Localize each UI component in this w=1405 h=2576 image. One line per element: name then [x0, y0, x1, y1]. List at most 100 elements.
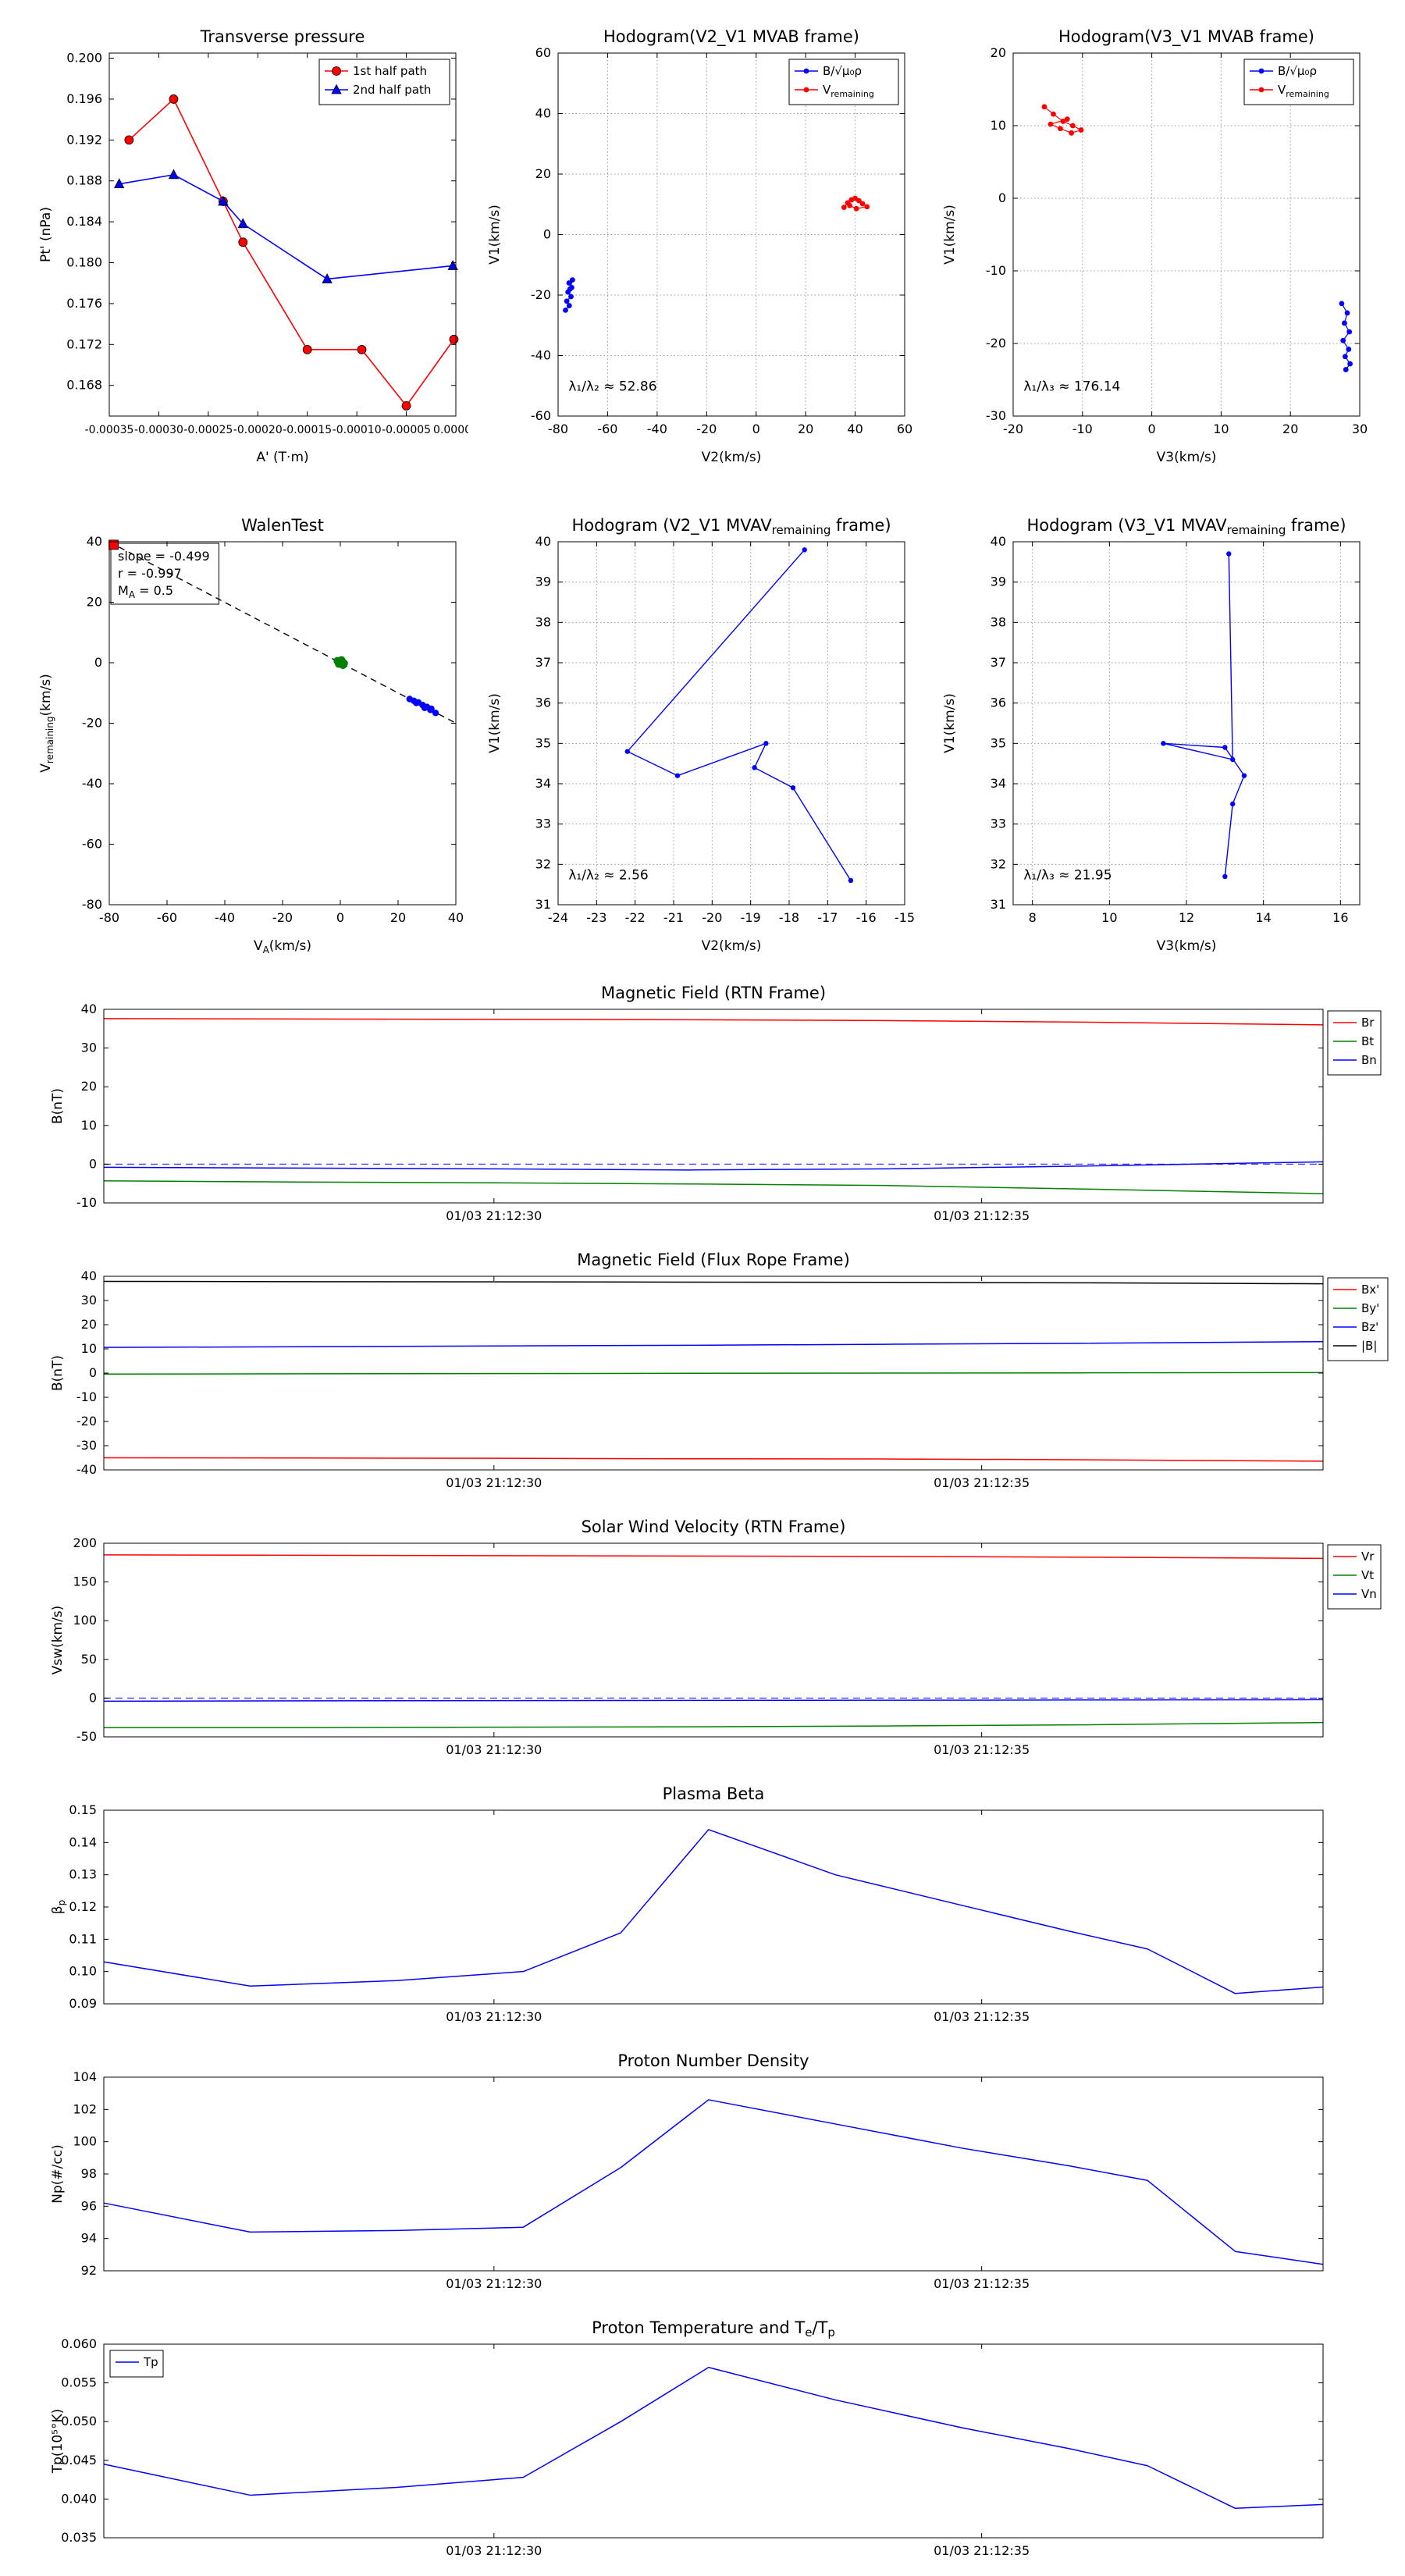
- y-axis-label: Np(#/cc): [50, 2144, 66, 2203]
- x-tick-label: -20: [1003, 422, 1023, 436]
- x-tick-label: -20: [696, 422, 717, 436]
- x-tick-label: 12: [1179, 910, 1194, 925]
- y-tick-label: 102: [73, 2101, 97, 2116]
- chart-walen_test: slope = -0.499 r = -0.997 MA = 0.5 -80 -60 -4…: [38, 516, 464, 955]
- y-tick-label: -10: [76, 1195, 97, 1210]
- chart-plasma_beta: 01/03 21:12:30 01/03 21:12:35 0.09 0.10 0.11…: [50, 1784, 1324, 2024]
- x-tick-label: -20: [272, 910, 293, 925]
- x-tick-label: 01/03 21:12:30: [446, 2543, 542, 2558]
- chart-proton_temp: 01/03 21:12:30 01/03 21:12:35 0.035 0.040 0.…: [50, 2318, 1324, 2558]
- y-tick-label: 30: [81, 1041, 97, 1055]
- panel-hodogram-v3v1-mvav-remaining: 8 10 12 14 16 31 32 33 34 35 36 37 38 39 40 Hodogram (V…: [935, 506, 1372, 962]
- y-tick-label: 0.050: [61, 2414, 97, 2428]
- panel-solar-wind-velocity: 01/03 21:12:30 01/03 21:12:35 -50 0 50 100 150…: [43, 1514, 1405, 1771]
- y-tick-label: 10: [81, 1118, 97, 1133]
- y-tick-label: 50: [81, 1652, 97, 1667]
- panel-title: Transverse pressure: [200, 27, 365, 46]
- y-tick-label: -60: [82, 837, 102, 852]
- series-Bx': [103, 1457, 1324, 1462]
- x-tick-label: -16: [856, 910, 877, 925]
- series-Tp: [103, 2367, 1324, 2510]
- y-tick-label: -20: [986, 336, 1006, 350]
- panel-title: Proton Temperature and Te/Tp: [592, 2318, 835, 2339]
- x-tick-label: -80: [548, 422, 568, 436]
- y-tick-label: 40: [535, 106, 551, 121]
- x-tick-label: 01/03 21:12:30: [446, 1208, 542, 1223]
- legend: Bx' By' Bz' |B|: [1327, 1277, 1389, 1361]
- y-axis-label: V1(km/s): [942, 205, 958, 265]
- x-tick-label: 10: [1101, 910, 1117, 925]
- panel-plasma-beta: 01/03 21:12:30 01/03 21:12:35 0.09 0.10 0.11…: [43, 1781, 1405, 2038]
- y-tick-label: 200: [73, 1535, 97, 1550]
- x-tick-label: 01/03 21:12:30: [446, 2009, 542, 2024]
- x-tick-label: -40: [215, 910, 235, 925]
- series-aux: [103, 1829, 1324, 1994]
- y-tick-label: 0.11: [69, 1931, 97, 1946]
- y-tick-label: 94: [81, 2231, 97, 2246]
- series-aux: [406, 696, 439, 717]
- panel-magnetic-field-rtn: 01/03 21:12:30 01/03 21:12:35 -10 0 10 20 30 40…: [43, 980, 1405, 1237]
- y-tick-label: 40: [535, 534, 551, 549]
- panel-title: Hodogram(V3_V1 MVAB frame): [1058, 27, 1314, 47]
- chart-hodogram_v3v1_mvab: -20 -10 0 10 20 30-30-20-1001020Hodogram(V3_V…: [942, 27, 1368, 465]
- x-tick-label: -20: [702, 910, 722, 925]
- y-tick-label: 34: [535, 776, 551, 791]
- y-axis-label: B(nT): [50, 1355, 66, 1391]
- y-tick-label: 0: [89, 1156, 97, 1171]
- x-tick-label: -22: [625, 910, 646, 925]
- y-tick-label: 40: [87, 534, 102, 549]
- x-tick-label: 01/03 21:12:35: [934, 2543, 1030, 2558]
- panel-title: Hodogram (V2_V1 MVAVremaining frame): [571, 516, 891, 537]
- y-tick-label: 0.14: [69, 1834, 97, 1849]
- y-tick-label: 20: [991, 45, 1006, 60]
- x-tick-label: 10: [1213, 422, 1229, 436]
- x-tick-label: -18: [779, 910, 799, 925]
- y-tick-label: -40: [531, 348, 551, 363]
- x-tick-label: 8: [1029, 910, 1037, 925]
- axes-frame: 01/03 21:12:30 01/03 21:12:35 -40 -30 -20 -10…: [76, 1268, 1324, 1490]
- chart-mag_rtn: 01/03 21:12:30 01/03 21:12:35 -10 0 10 20 30 40…: [50, 984, 1382, 1223]
- y-axis-label: βp: [50, 1900, 67, 1914]
- legend-label: B/√μ₀ρ: [823, 64, 862, 78]
- y-tick-label: 35: [535, 735, 551, 750]
- grid-lines: [557, 52, 905, 417]
- x-tick-label: -0.00015: [283, 424, 332, 436]
- panel-walen-test: slope = -0.499 r = -0.997 MA = 0.5 -80 -60 -4…: [31, 506, 468, 962]
- series-B/√μ₀ρ: [563, 277, 575, 313]
- legend-label: Br: [1361, 1016, 1375, 1030]
- y-tick-label: 0.196: [66, 91, 102, 106]
- y-tick-label: 40: [991, 534, 1006, 549]
- legend: B/√μ₀ρ Vremaining: [1243, 59, 1354, 105]
- series-aux: [108, 541, 457, 724]
- y-tick-label: 38: [991, 614, 1006, 629]
- y-tick-label: 37: [991, 655, 1006, 670]
- legend-label: Vn: [1361, 1587, 1377, 1601]
- y-tick-label: -40: [76, 1462, 97, 1477]
- axes-frame: -0.00035 -0.00030 -0.00025 -0.00020 -0.00015…: [66, 51, 468, 436]
- legend-label: Bt: [1361, 1034, 1374, 1048]
- x-tick-label: 01/03 21:12:35: [934, 2276, 1030, 2291]
- y-tick-label: 20: [535, 166, 551, 181]
- x-tick-label: 40: [847, 422, 863, 436]
- legend-label: Tp: [143, 2355, 158, 2369]
- x-tick-label: -17: [817, 910, 838, 925]
- chart-transverse_pressure: -0.00035 -0.00030 -0.00025 -0.00020 -0.00015…: [38, 27, 468, 465]
- y-tick-label: 20: [81, 1079, 97, 1094]
- y-tick-label: 0.13: [69, 1867, 97, 1882]
- y-axis-label: Vsw(km/s): [50, 1606, 66, 1675]
- y-tick-label: -80: [82, 897, 102, 912]
- legend: B/√μ₀ρ Vremaining: [788, 59, 899, 105]
- y-tick-label: 0.09: [69, 1996, 97, 2011]
- y-tick-label: 0.15: [69, 1802, 97, 1817]
- x-tick-label: -40: [647, 422, 667, 436]
- panel-title: Plasma Beta: [663, 1784, 765, 1803]
- x-tick-label: -19: [741, 910, 761, 925]
- legend-label: 1st half path: [353, 64, 427, 78]
- y-axis-label: V1(km/s): [487, 205, 503, 265]
- y-tick-label: -60: [531, 408, 551, 423]
- legend-label: Bn: [1361, 1053, 1377, 1067]
